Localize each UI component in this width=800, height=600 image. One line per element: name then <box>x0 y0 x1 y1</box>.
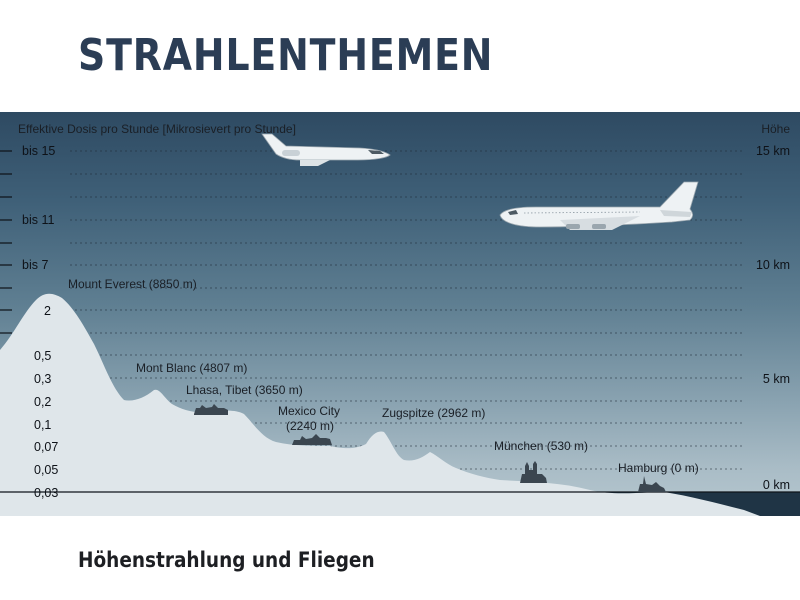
dose-tick-label: bis 15 <box>22 144 56 158</box>
gridlines <box>70 150 742 470</box>
dose-tick-label: bis 11 <box>22 213 55 227</box>
dose-tick-label: 0,5 <box>34 349 52 363</box>
place-label-mexico-city: Mexico City <box>278 404 341 418</box>
altitude-radiation-diagram: Effektive Dosis pro Stunde [Mikrosievert… <box>0 112 800 516</box>
place-label-lhasa: Lhasa, Tibet (3650 m) <box>186 383 303 397</box>
dose-tick-label: 0,07 <box>34 440 59 454</box>
terrain-profile <box>0 293 760 516</box>
height-tick-label: 10 km <box>755 258 790 272</box>
height-tick-label: 15 km <box>755 144 790 158</box>
left-axis-label: Effektive Dosis pro Stunde [Mikrosievert… <box>18 122 296 136</box>
page-subtitle: Höhenstrahlung und Fliegen <box>78 548 375 572</box>
place-label-zugspitze: Zugspitze (2962 m) <box>382 406 486 420</box>
place-label-muenchen: München (530 m) <box>494 439 589 453</box>
dose-tick-label: bis 7 <box>22 258 49 272</box>
dose-tick-label: 0,05 <box>34 463 59 477</box>
dose-tick-label: 0,03 <box>34 486 59 500</box>
business-jet-icon <box>261 133 391 166</box>
height-tick-label: 5 km <box>762 372 790 386</box>
place-label-mexico-city-altitude: (2240 m) <box>286 419 335 433</box>
place-label-mount-everest: Mount Everest (8850 m) <box>68 277 197 291</box>
dose-tick-label: 0,2 <box>34 395 52 409</box>
dose-tick-label: 2 <box>44 304 51 318</box>
place-label-hamburg: Hamburg (0 m) <box>618 461 699 475</box>
height-tick-label: 0 km <box>762 478 790 492</box>
place-label-mont-blanc: Mont Blanc (4807 m) <box>136 361 248 375</box>
city-skyline-icon <box>194 404 666 492</box>
jumbo-jet-icon <box>499 181 699 230</box>
dose-tick-label: 0,1 <box>34 418 52 432</box>
dose-tick-label: 0,3 <box>34 372 52 386</box>
diagram-graphics <box>0 133 800 516</box>
right-axis-label: Höhe <box>761 122 790 136</box>
page-title: STRAHLENTHEMEN <box>78 30 494 81</box>
